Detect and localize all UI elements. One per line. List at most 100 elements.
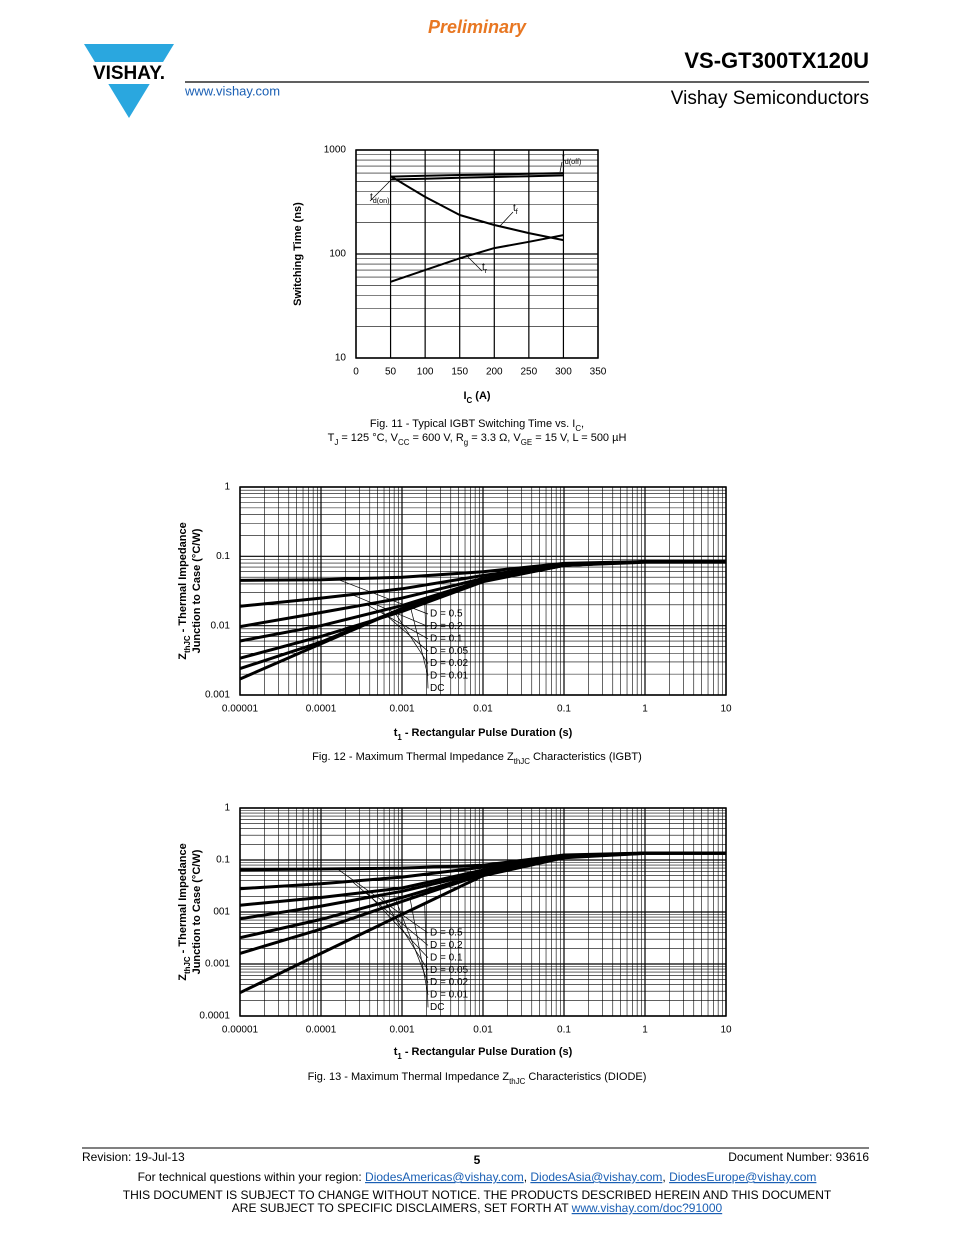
plot-frame: [239, 807, 727, 1017]
legend-label: D = 0.2: [430, 621, 463, 632]
x-tick-label: 0.0001: [306, 704, 337, 715]
legend-label: DC: [430, 683, 444, 694]
text-part: ,: [581, 418, 584, 430]
x-axis-label: IC (A): [463, 390, 490, 405]
leader-line: [465, 254, 483, 272]
text-part: - Rectangular Pulse Duration (s): [402, 727, 573, 739]
x-tick-label: 100: [417, 367, 434, 378]
figure-caption: TJ = 125 °C, VCC = 600 V, Rg = 3.3 Ω, VG…: [328, 432, 627, 447]
legend-label: D = 0.02: [430, 977, 469, 988]
series-line: [390, 174, 564, 181]
text-part: (A): [472, 390, 491, 402]
x-tick-label: 350: [590, 367, 607, 378]
link[interactable]: www.vishay.com/doc?91000: [571, 1201, 723, 1215]
series-line: [239, 560, 726, 681]
x-tick-label: 1: [642, 1025, 648, 1036]
subscript: GE: [521, 438, 532, 447]
figure-caption: Fig. 12 - Maximum Thermal Impedance ZthJ…: [312, 751, 642, 766]
y-tick-label: 0.1: [216, 855, 230, 866]
subscript: thJC: [183, 956, 192, 974]
x-tick-label: 1: [642, 704, 648, 715]
subscript: thJC: [509, 1077, 526, 1086]
y-tick-label: 0.1: [216, 551, 230, 562]
x-tick-label: 150: [451, 367, 468, 378]
y-tick-label: 0.01: [211, 620, 231, 631]
document-number: Document Number: 93616: [728, 1150, 869, 1164]
legend-label: D = 0.01: [430, 990, 469, 1001]
disclaimer: ARE SUBJECT TO SPECIFIC DISCLAIMERS, SET…: [232, 1201, 723, 1215]
leader-line: [336, 868, 429, 934]
plot-frame: [239, 486, 727, 696]
disclaimer: THIS DOCUMENT IS SUBJECT TO CHANGE WITHO…: [123, 1188, 832, 1202]
preliminary: Preliminary: [428, 17, 527, 37]
curve-label: td(off): [562, 153, 581, 167]
y-axis-label: Junction to Case (°C/W): [191, 528, 203, 653]
subscript: d(off): [565, 157, 582, 166]
contact-line: For technical questions within your regi…: [138, 1170, 817, 1184]
text-part: ARE SUBJECT TO SPECIFIC DISCLAIMERS, SET…: [232, 1201, 572, 1215]
plot-frame: [355, 149, 599, 359]
text-part: For technical questions within your regi…: [138, 1170, 365, 1184]
subscript: f: [516, 207, 518, 216]
legend-label: D = 0.5: [430, 928, 463, 939]
series-line: [390, 172, 564, 178]
subscript: d(on): [373, 196, 390, 205]
figure-caption: Fig. 11 - Typical IGBT Switching Time vs…: [370, 418, 584, 433]
subscript: C: [575, 424, 581, 433]
logo: VISHAY.: [82, 44, 176, 118]
x-tick-label: 200: [486, 367, 503, 378]
y-tick-label: 10: [335, 353, 347, 364]
leader-line: [499, 211, 514, 227]
text-part: t: [394, 1046, 398, 1058]
legend-label: D = 0.05: [430, 965, 469, 976]
subscript: CC: [398, 438, 410, 447]
text-part: t: [562, 153, 565, 164]
leader-line: [559, 161, 563, 173]
y-tick-label: 0.001: [205, 690, 230, 701]
x-tick-label: 0.001: [389, 704, 414, 715]
subscript: thJC: [183, 635, 192, 653]
y-tick-label: 1000: [324, 145, 347, 156]
text-part: I: [463, 390, 466, 402]
subscript: 1: [397, 1052, 402, 1061]
text-part: THIS DOCUMENT IS SUBJECT TO CHANGE WITHO…: [123, 1188, 832, 1202]
series-line: [390, 175, 564, 242]
text-part: ,: [662, 1170, 669, 1184]
link[interactable]: DiodesEurope@vishay.com: [669, 1170, 816, 1184]
text-part: Junction to Case (°C/W): [191, 849, 203, 974]
leader-line: [409, 605, 429, 677]
text-part: ,: [524, 1170, 531, 1184]
subscript: thJC: [514, 757, 531, 766]
series-line: [239, 851, 726, 995]
series-line: [390, 234, 564, 283]
subscript: r: [485, 266, 488, 275]
link[interactable]: DiodesAmericas@vishay.com: [365, 1170, 524, 1184]
text-part: Z: [177, 974, 189, 981]
x-axis-label: t1 - Rectangular Pulse Duration (s): [394, 727, 573, 742]
x-tick-label: 250: [521, 367, 538, 378]
subscript: g: [464, 438, 468, 447]
leader-line: [424, 903, 429, 1008]
link[interactable]: DiodesAsia@vishay.com: [530, 1170, 662, 1184]
legend-label: DC: [430, 1002, 444, 1013]
text-part: = 3.3 Ω, V: [468, 432, 521, 444]
text-part: Characteristics (IGBT): [530, 751, 642, 763]
x-tick-label: 10: [720, 1025, 732, 1036]
leader-line: [366, 604, 429, 640]
revision: Revision: 19-Jul-13: [82, 1150, 185, 1164]
text-part: t: [394, 727, 398, 739]
x-tick-label: 0: [353, 367, 359, 378]
figure-caption: Fig. 13 - Maximum Thermal Impedance ZthJ…: [308, 1071, 647, 1086]
y-axis-label: ZthJC - Thermal Impedance: [177, 843, 192, 980]
y-tick-label: 0.0001: [199, 1011, 230, 1022]
text-part: Junction to Case (°C/W): [191, 528, 203, 653]
logo-text: VISHAY.: [93, 63, 165, 84]
legend-label: D = 0.01: [430, 671, 469, 682]
site-link[interactable]: www.vishay.com: [184, 83, 280, 98]
leader-line: [424, 600, 429, 689]
x-tick-label: 0.1: [557, 1025, 571, 1036]
x-tick-label: 50: [385, 367, 397, 378]
x-tick-label: 0.00001: [222, 1025, 259, 1036]
company: Vishay Semiconductors: [671, 88, 869, 109]
text-part: Z: [177, 653, 189, 660]
